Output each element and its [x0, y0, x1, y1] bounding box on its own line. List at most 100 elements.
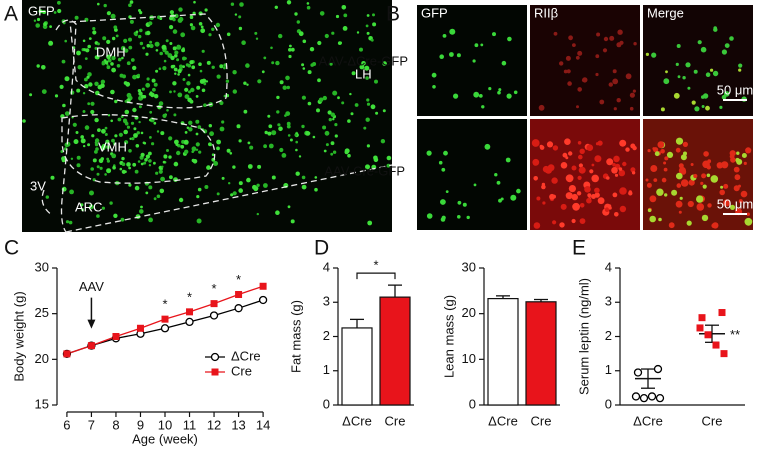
cell: [740, 190, 748, 198]
dmh-outline: [69, 13, 228, 109]
cell: [203, 103, 207, 107]
marker: [258, 295, 268, 305]
cell: [92, 158, 97, 163]
x-tick-label: 7: [88, 417, 95, 432]
cell: [216, 74, 221, 79]
cell: [484, 143, 491, 150]
cell: [363, 126, 367, 130]
cell: [278, 33, 283, 39]
x-tick-label: ΔCre: [342, 413, 372, 428]
cell: [267, 114, 271, 118]
cell: [106, 65, 111, 70]
cell: [94, 81, 99, 87]
cell: [668, 222, 675, 229]
cell: [121, 156, 125, 161]
cell: [111, 153, 117, 159]
cell: [380, 139, 386, 144]
cell: [216, 146, 220, 151]
cell: [736, 158, 743, 165]
cell: [174, 50, 179, 55]
cell: [359, 47, 363, 52]
cell: [738, 184, 741, 188]
cell: [205, 80, 209, 83]
cell: [647, 208, 652, 213]
y-tick-label: 20: [35, 351, 49, 366]
cell: [676, 44, 681, 48]
cell: [104, 126, 108, 130]
cell: [72, 122, 77, 127]
cell: [359, 64, 365, 70]
legend-label: Cre: [231, 363, 252, 378]
cell: [701, 105, 705, 108]
cell: [663, 161, 667, 165]
cell: [710, 175, 719, 183]
cell: [705, 105, 710, 111]
cell: [347, 153, 351, 158]
cell: [236, 124, 241, 129]
cell: [324, 33, 329, 39]
panel-letter: E: [572, 237, 586, 260]
cell: [532, 158, 540, 166]
cell: [126, 92, 132, 98]
cell: [324, 130, 330, 136]
cell: [343, 13, 348, 18]
cell: [712, 70, 719, 77]
cell: [365, 117, 370, 122]
cell: [649, 195, 657, 203]
cell: [153, 197, 157, 201]
cell: [131, 137, 135, 141]
cell: [213, 161, 219, 166]
cell: [691, 100, 696, 105]
cell: [255, 37, 259, 40]
cell: [112, 36, 116, 41]
cell: [282, 85, 287, 90]
cell: [64, 39, 67, 43]
cell: [219, 100, 224, 106]
cell: [571, 165, 577, 171]
cell: [172, 17, 176, 22]
bar: [379, 296, 411, 406]
x-axis-label: Age (week): [132, 431, 198, 446]
cell: [137, 160, 141, 163]
cell: [531, 139, 540, 147]
marker: [87, 342, 95, 350]
cell: [54, 94, 59, 98]
cell: [317, 40, 322, 46]
cell: [743, 161, 747, 165]
cell: [538, 104, 545, 111]
cell: [106, 145, 110, 150]
cell: [295, 148, 298, 152]
cell: [633, 42, 637, 46]
cell: [182, 78, 186, 81]
cell: [613, 155, 620, 163]
cell: [296, 20, 300, 24]
cell: [225, 79, 230, 83]
cell: [625, 73, 632, 80]
cell: [564, 138, 571, 145]
y-axis-label: Fat mass (g): [288, 300, 303, 373]
cell: [675, 147, 681, 153]
cell: [206, 165, 211, 170]
cell: [89, 190, 94, 196]
cell: [594, 155, 602, 163]
cell: [501, 60, 507, 66]
cell: [349, 92, 352, 96]
cell: [577, 141, 582, 145]
cell: [700, 46, 707, 53]
cell: [211, 153, 215, 156]
cell: [658, 217, 662, 222]
cell: [48, 40, 54, 46]
cell: [50, 175, 55, 180]
marker: [185, 317, 194, 327]
cell: [705, 72, 711, 77]
cell: [88, 37, 92, 40]
cell: [201, 78, 207, 84]
cell: [234, 13, 238, 16]
cell: [174, 13, 179, 19]
cell: [604, 207, 610, 212]
cell: [341, 101, 345, 105]
cell: [106, 39, 111, 45]
cell: [442, 34, 447, 38]
marker: [209, 311, 219, 320]
micrograph: [530, 5, 640, 116]
